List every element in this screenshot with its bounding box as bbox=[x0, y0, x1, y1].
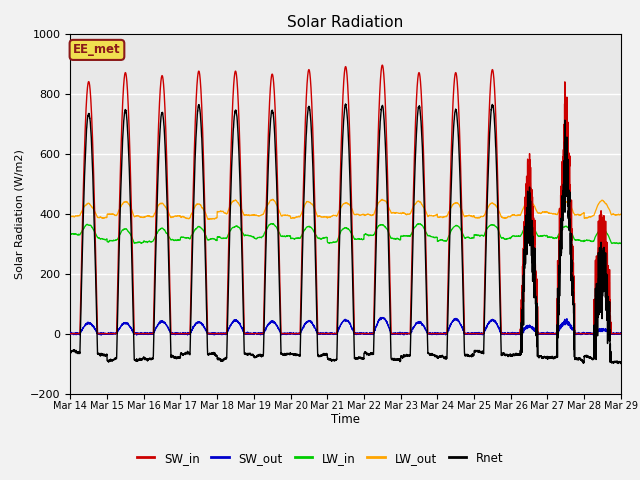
Legend: SW_in, SW_out, LW_in, LW_out, Rnet: SW_in, SW_out, LW_in, LW_out, Rnet bbox=[132, 447, 508, 469]
Title: Solar Radiation: Solar Radiation bbox=[287, 15, 404, 30]
Y-axis label: Solar Radiation (W/m2): Solar Radiation (W/m2) bbox=[15, 149, 24, 278]
Text: EE_met: EE_met bbox=[73, 43, 121, 56]
X-axis label: Time: Time bbox=[331, 413, 360, 426]
